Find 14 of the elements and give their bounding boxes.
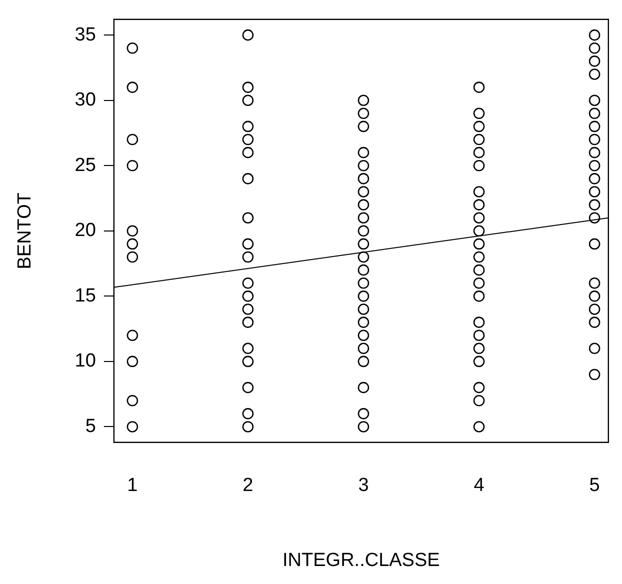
y-tick-label: 5 [85,416,96,437]
x-tick-label: 3 [358,475,369,496]
x-axis-title: INTEGR..CLASSE [282,550,440,571]
y-tick-label: 35 [74,24,96,46]
y-tick-label: 25 [74,154,96,176]
x-tick-label: 5 [589,475,600,496]
x-tick-label: 2 [242,475,254,496]
y-tick-label: 10 [74,350,96,372]
y-tick-label: 30 [74,90,96,111]
y-tick-label: 15 [74,285,96,306]
y-axis-title: BENTOT [14,192,36,270]
x-tick-label: 1 [127,475,138,496]
x-tick-label: 4 [474,475,485,496]
y-tick-label: 20 [74,220,96,242]
